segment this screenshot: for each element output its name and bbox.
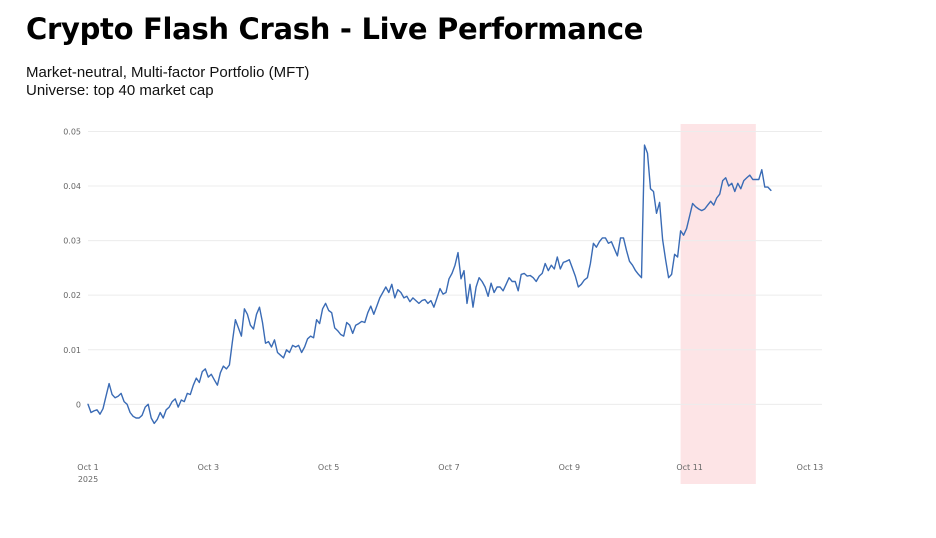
x-tick-label: Oct 5 <box>318 463 339 472</box>
x-tick-label: Oct 11 <box>676 463 703 472</box>
flash-crash-highlight-layer <box>680 124 756 484</box>
x-tick-label: Oct 13 <box>797 463 824 472</box>
x-tick-label: Oct 9 <box>559 463 580 472</box>
series-layer <box>87 144 772 425</box>
x-tick-label: Oct 3 <box>198 463 219 472</box>
x-tick-label: Oct 7 <box>438 463 459 472</box>
x-axis: Oct 1 Oct 3 Oct 5 Oct 7 Oct 9 Oct 11 Oct 13 202… <box>77 463 823 484</box>
y-tick-label: 0.05 <box>63 127 81 136</box>
chart-subtitle-line2: Universe: top 40 market cap <box>26 82 214 99</box>
y-tick-label: 0.02 <box>63 291 81 300</box>
y-tick-label: 0 <box>76 400 81 409</box>
chart-subtitle-line1: Market-neutral, Multi-factor Portfolio (… <box>26 64 310 81</box>
x-tick-label: Oct 1 <box>77 463 98 472</box>
chart-title: Crypto Flash Crash - Live Performance <box>26 12 644 46</box>
y-tick-label: 0.01 <box>63 346 81 355</box>
y-tick-label: 0.03 <box>63 237 81 246</box>
grid-layer <box>88 130 822 405</box>
x-tick-year-label: 2025 <box>78 475 98 484</box>
series-line <box>87 144 772 425</box>
flash-crash-highlight <box>680 124 756 484</box>
y-tick-label: 0.04 <box>63 182 81 191</box>
y-axis: 0 0.01 0.02 0.03 0.04 0.05 <box>63 127 81 409</box>
